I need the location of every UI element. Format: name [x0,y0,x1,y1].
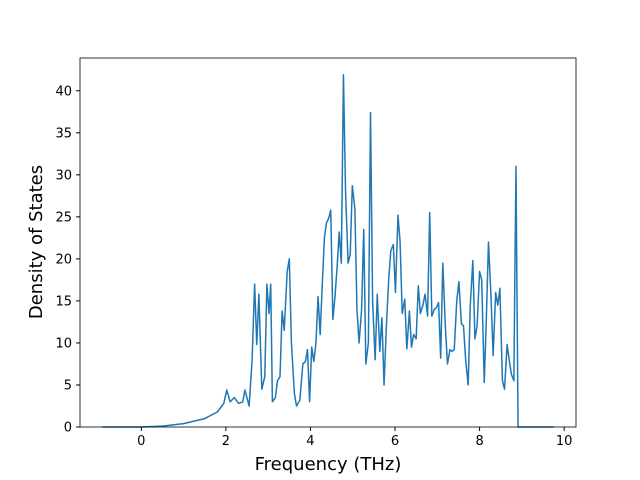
y-tick-label: 25 [55,210,72,225]
y-tick-label: 5 [64,378,72,393]
y-tick-label: 0 [64,421,72,436]
x-tick-label: 8 [475,434,483,449]
data-line [102,74,554,428]
y-tick-label: 20 [55,252,72,267]
plot-frame [79,57,577,428]
x-tick-label: 10 [556,434,573,449]
y-axis-label: Density of States [26,165,47,319]
y-tick-label: 30 [55,168,72,183]
y-tick-label: 40 [55,84,72,99]
x-tick-label: 4 [306,434,314,449]
x-tick-label: 6 [391,434,399,449]
y-tick-label: 10 [55,336,72,351]
x-tick-label: 2 [222,434,230,449]
y-tick-label: 35 [55,126,72,141]
x-tick-label: 0 [137,434,145,449]
y-tick-label: 15 [55,294,72,309]
x-axis-label: Frequency (THz) [255,454,402,475]
